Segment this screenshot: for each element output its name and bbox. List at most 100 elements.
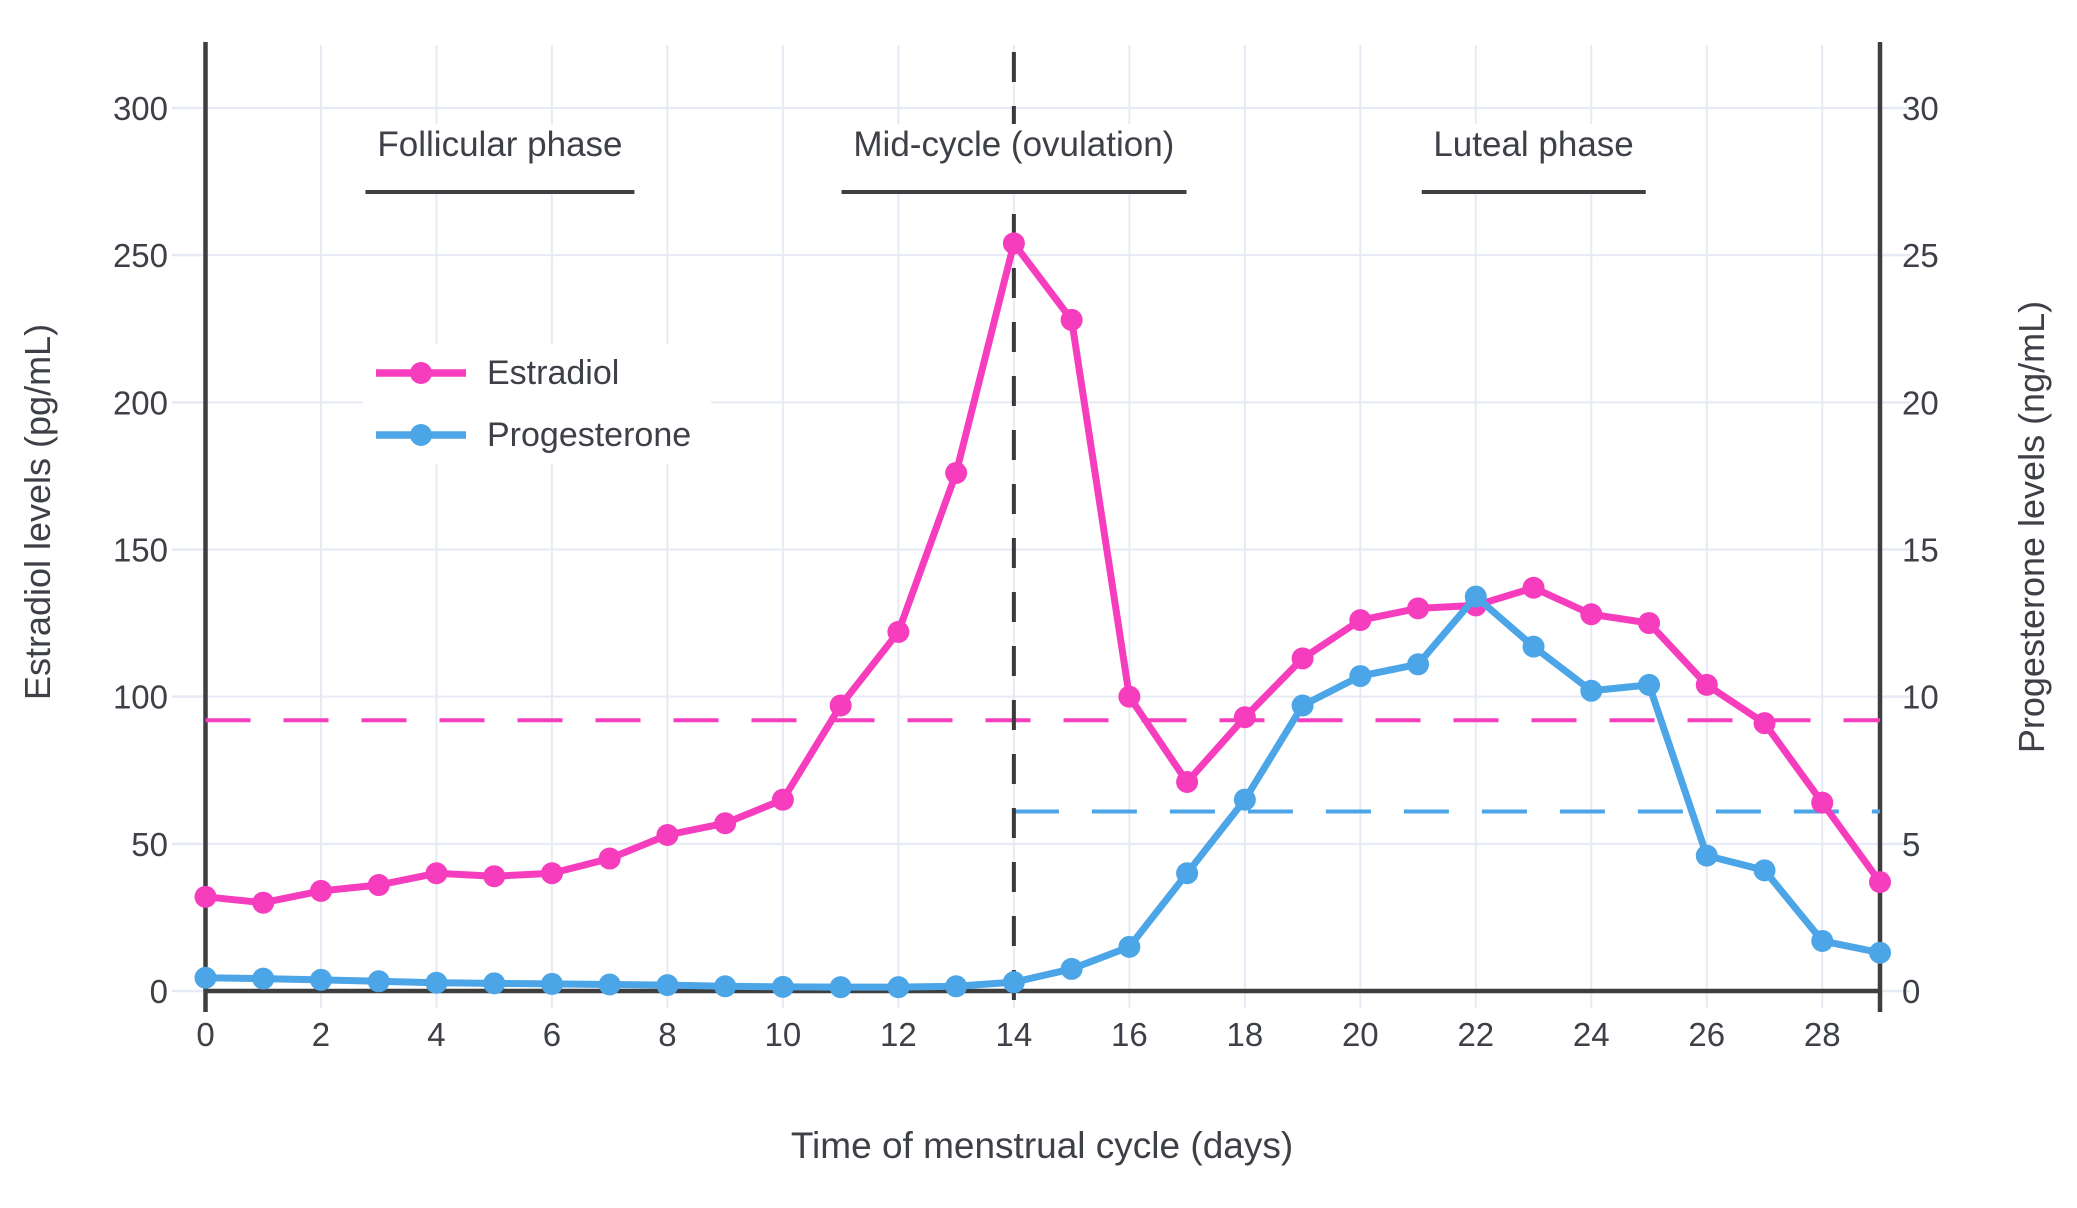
data-point-estradiol-day-7 — [598, 847, 621, 870]
data-point-estradiol-day-0 — [194, 885, 217, 908]
x-tick-label: 28 — [1804, 1016, 1841, 1053]
progesterone-line-swatch-icon — [376, 424, 466, 446]
annotation-midcycle-ovulation: Mid-cycle (ovulation) — [841, 124, 1187, 194]
x-tick-label: 16 — [1111, 1016, 1148, 1053]
y-right-tick-label: 15 — [1902, 532, 1939, 569]
data-point-estradiol-day-18 — [1233, 706, 1256, 729]
data-point-progesterone-day-1 — [252, 967, 275, 990]
data-point-estradiol-day-24 — [1580, 603, 1603, 626]
legend-label-progesterone: Progesterone — [487, 416, 692, 454]
x-tick-label: 2 — [312, 1016, 330, 1053]
x-tick-label: 22 — [1457, 1016, 1494, 1053]
x-tick-label: 14 — [996, 1016, 1033, 1053]
data-point-estradiol-day-21 — [1407, 597, 1430, 620]
data-point-progesterone-day-28 — [1811, 929, 1834, 952]
data-point-estradiol-day-1 — [252, 891, 275, 914]
x-tick-label: 20 — [1342, 1016, 1379, 1053]
data-point-progesterone-day-26 — [1695, 844, 1718, 867]
x-tick-label: 0 — [196, 1016, 214, 1053]
estradiol-line-swatch-icon — [376, 362, 466, 384]
data-point-progesterone-day-8 — [656, 974, 679, 997]
data-point-estradiol-day-20 — [1349, 609, 1372, 632]
data-point-estradiol-day-13 — [945, 461, 968, 484]
data-point-progesterone-day-11 — [829, 976, 852, 999]
data-point-estradiol-day-11 — [829, 694, 852, 717]
data-point-progesterone-day-14 — [1002, 971, 1025, 994]
data-point-progesterone-day-22 — [1464, 585, 1487, 608]
data-point-progesterone-day-24 — [1580, 679, 1603, 702]
y-left-tick-label: 300 — [113, 90, 168, 127]
series-line-progesterone — [202, 593, 1884, 991]
x-tick-label: 8 — [658, 1016, 676, 1053]
series-line-estradiol — [202, 239, 1884, 907]
data-point-progesterone-day-19 — [1291, 694, 1314, 717]
y-right-tick-label: 25 — [1902, 237, 1939, 274]
y-axis-title-right: Progesterone levels (ng/mL) — [2011, 300, 2052, 754]
data-point-estradiol-day-5 — [483, 865, 506, 888]
data-point-progesterone-day-3 — [367, 970, 390, 993]
data-point-progesterone-day-2 — [309, 968, 332, 991]
data-point-progesterone-day-7 — [598, 973, 621, 996]
data-point-estradiol-day-15 — [1060, 308, 1083, 331]
y-right-tick-label: 5 — [1902, 826, 1920, 863]
y-left-tick-label: 150 — [113, 532, 168, 569]
y-right-tick-label: 20 — [1902, 384, 1939, 421]
y-right-tick-label: 10 — [1902, 679, 1939, 716]
data-point-estradiol-day-3 — [367, 874, 390, 897]
y-left-tick-label: 250 — [113, 237, 168, 274]
data-point-estradiol-day-6 — [540, 862, 563, 885]
data-point-progesterone-day-17 — [1176, 862, 1199, 885]
y-left-tick-label: 0 — [150, 973, 168, 1010]
legend-item-estradiol[interactable]: Estradiol — [373, 352, 691, 394]
annotation-luteal-phase: Luteal phase — [1421, 124, 1646, 194]
x-tick-label: 26 — [1688, 1016, 1725, 1053]
data-point-progesterone-day-9 — [714, 975, 737, 998]
data-point-estradiol-day-10 — [771, 788, 794, 811]
data-point-progesterone-day-27 — [1753, 859, 1776, 882]
data-point-estradiol-day-27 — [1753, 712, 1776, 735]
data-point-progesterone-day-12 — [887, 976, 910, 999]
data-point-estradiol-day-2 — [309, 879, 332, 902]
data-point-estradiol-day-19 — [1291, 647, 1314, 670]
data-point-estradiol-day-28 — [1811, 791, 1834, 814]
data-point-estradiol-day-16 — [1118, 685, 1141, 708]
data-point-estradiol-day-12 — [887, 620, 910, 643]
x-tick-label: 10 — [765, 1016, 802, 1053]
data-point-progesterone-day-18 — [1233, 788, 1256, 811]
x-tick-label: 4 — [427, 1016, 445, 1053]
data-point-progesterone-day-0 — [194, 966, 217, 989]
x-tick-label: 18 — [1226, 1016, 1263, 1053]
data-point-estradiol-day-26 — [1695, 673, 1718, 696]
y-axis-title-left: Estradiol levels (pg/mL) — [17, 323, 58, 701]
data-point-progesterone-day-15 — [1060, 957, 1083, 980]
x-tick-label: 6 — [543, 1016, 561, 1053]
x-axis-title: Time of menstrual cycle (days) — [790, 1125, 1294, 1166]
data-point-estradiol-day-9 — [714, 812, 737, 835]
data-point-estradiol-day-14 — [1002, 232, 1025, 255]
data-point-estradiol-day-23 — [1522, 576, 1545, 599]
data-point-progesterone-day-16 — [1118, 935, 1141, 958]
data-point-progesterone-day-13 — [945, 975, 968, 998]
data-point-estradiol-day-25 — [1638, 612, 1661, 635]
y-left-tick-label: 200 — [113, 384, 168, 421]
data-point-progesterone-day-6 — [540, 972, 563, 995]
data-point-estradiol-day-29 — [1869, 871, 1891, 894]
data-point-progesterone-day-4 — [425, 971, 448, 994]
data-point-estradiol-day-4 — [425, 862, 448, 885]
data-point-estradiol-day-17 — [1176, 771, 1199, 794]
data-point-progesterone-day-10 — [771, 975, 794, 998]
legend-label-estradiol: Estradiol — [487, 354, 620, 392]
y-left-tick-label: 100 — [113, 679, 168, 716]
x-tick-label: 12 — [880, 1016, 917, 1053]
data-point-progesterone-day-25 — [1638, 673, 1661, 696]
annotation-follicular-phase: Follicular phase — [365, 124, 635, 194]
data-point-progesterone-day-21 — [1407, 653, 1430, 676]
data-point-progesterone-day-5 — [483, 972, 506, 995]
y-right-tick-label: 0 — [1902, 973, 1920, 1010]
legend: Estradiol Progesterone — [363, 344, 712, 464]
legend-item-progesterone[interactable]: Progesterone — [373, 414, 691, 456]
x-tick-label: 24 — [1573, 1016, 1610, 1053]
data-point-estradiol-day-8 — [656, 824, 679, 847]
